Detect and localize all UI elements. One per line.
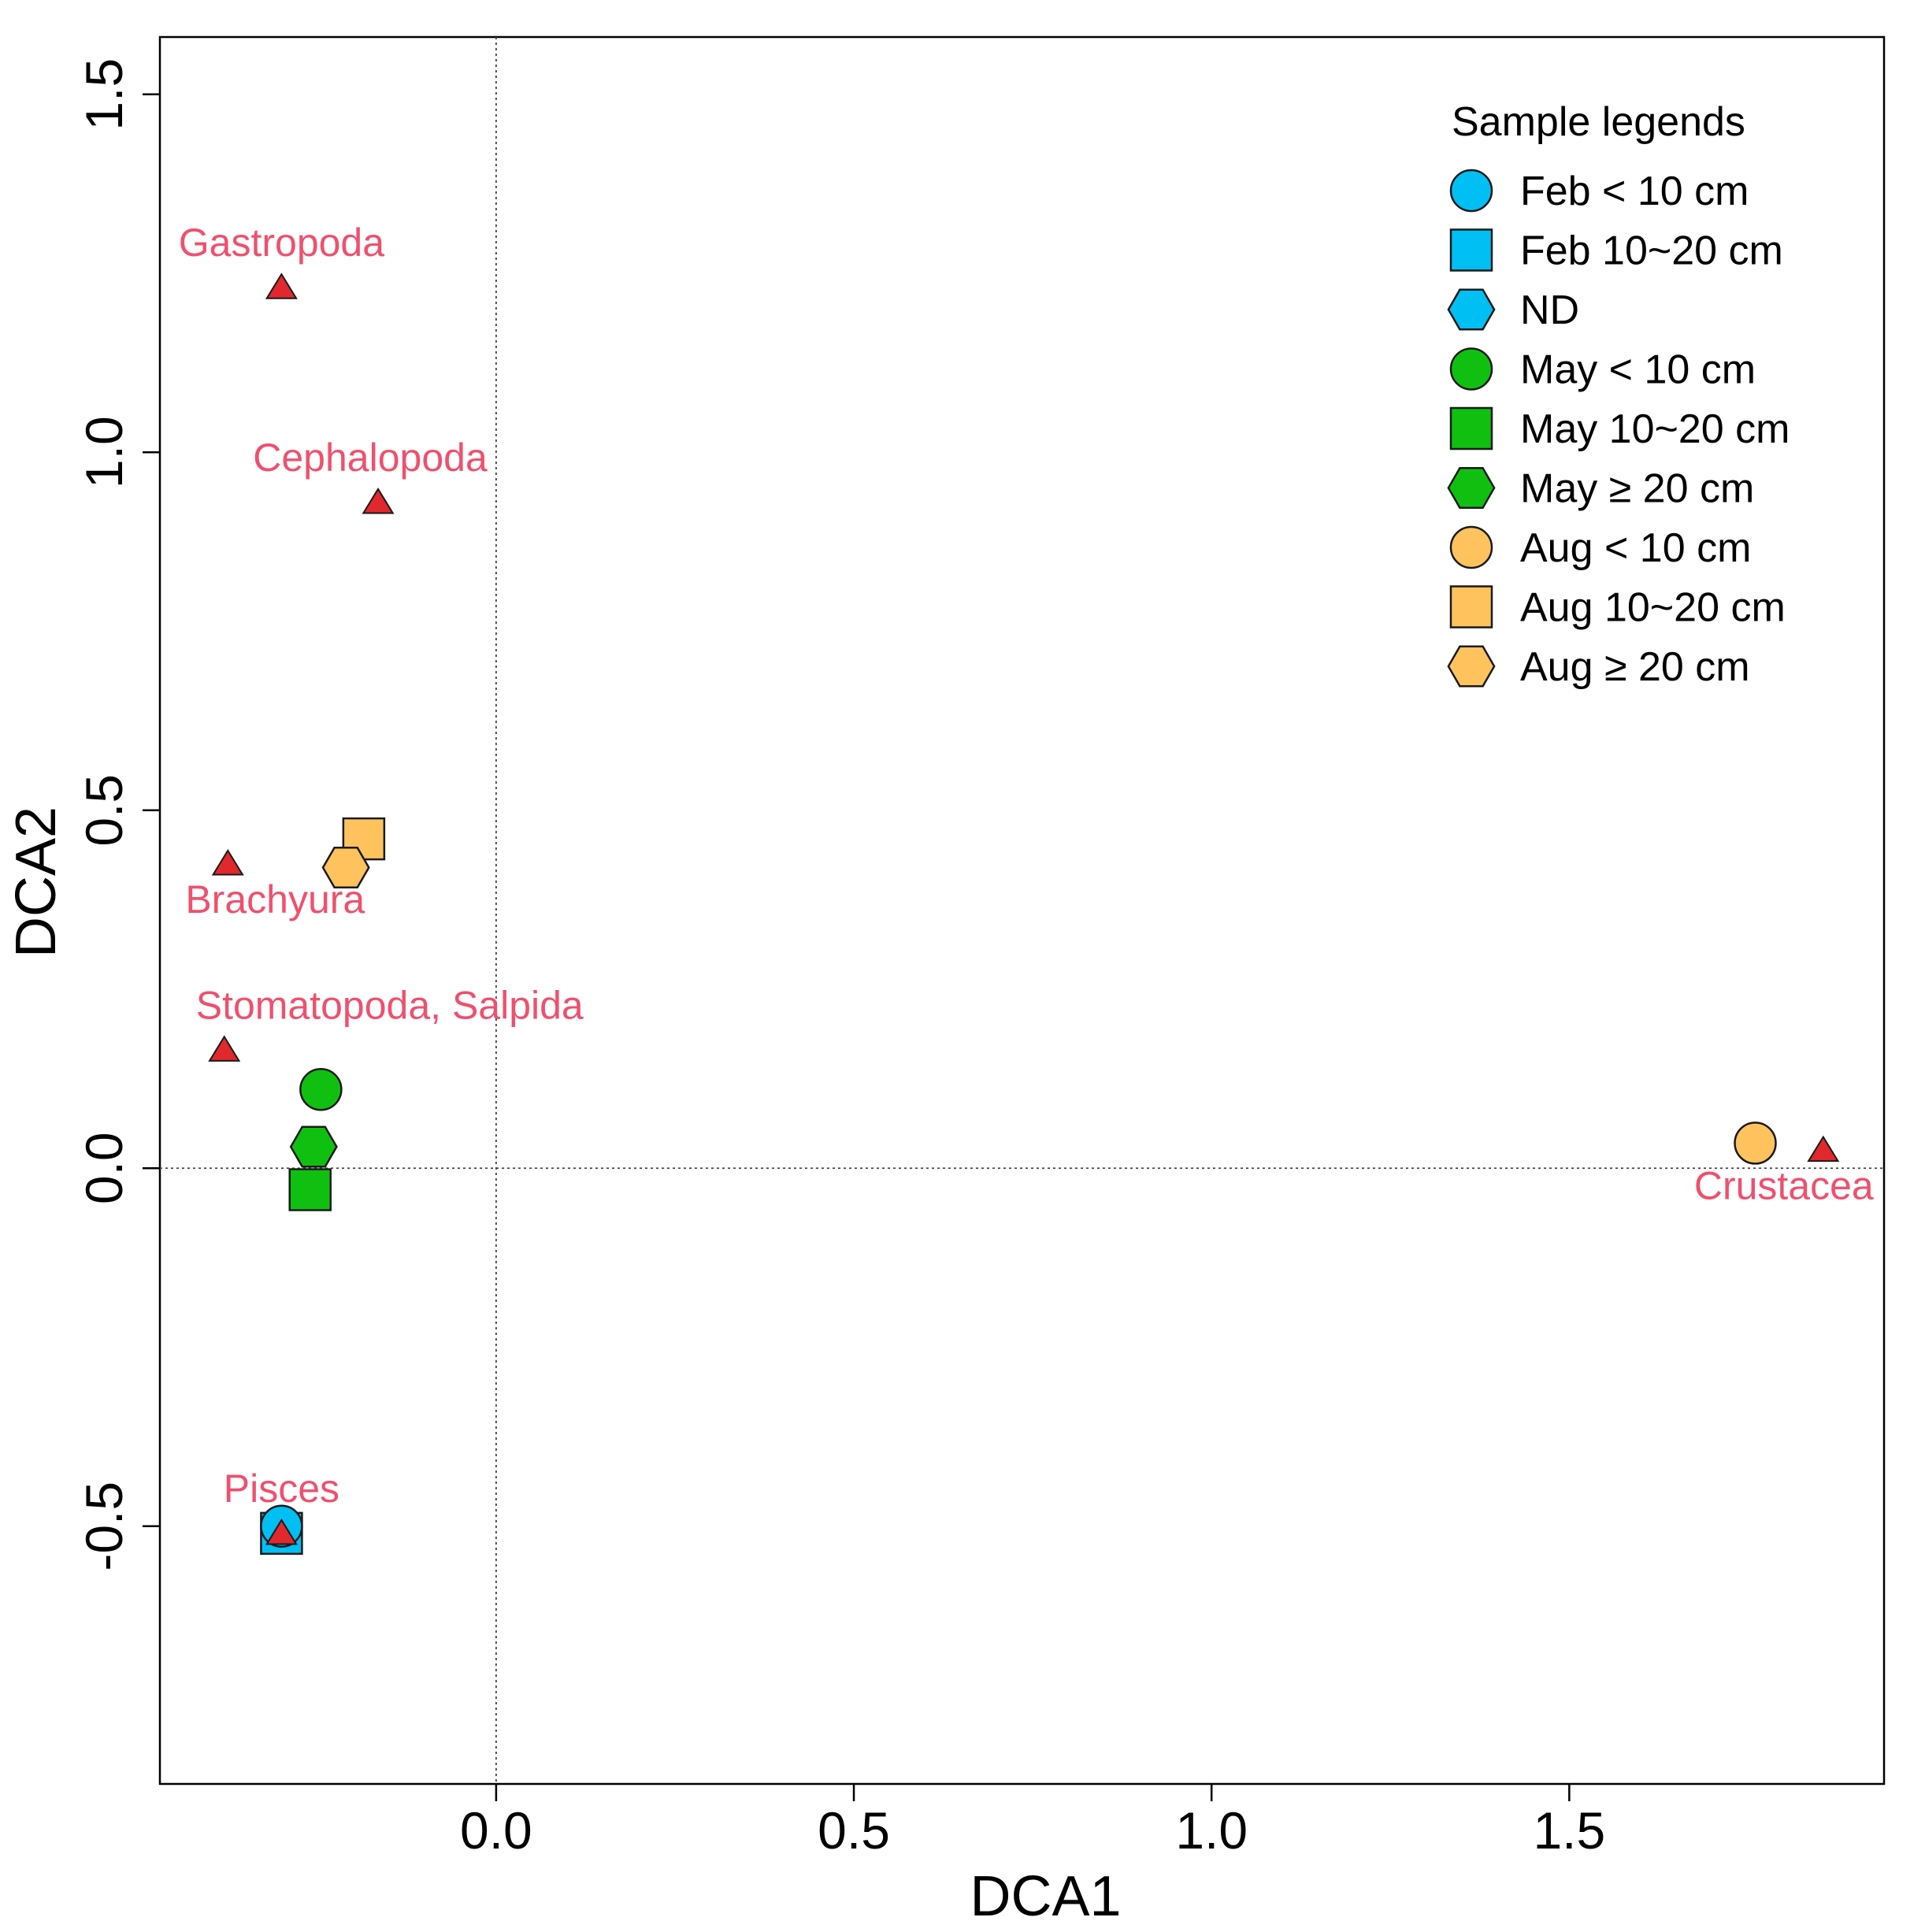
legend-swatch (1447, 467, 1496, 509)
reference-lines (160, 37, 1884, 1784)
legend-swatch (1449, 585, 1493, 629)
taxon-label: Pisces (224, 1467, 339, 1511)
sample-point (321, 846, 370, 888)
legend-label: Aug 10~20 cm (1520, 585, 1786, 631)
legend-swatch (1449, 347, 1493, 391)
sample-point (299, 1068, 343, 1111)
sample-points (260, 817, 1777, 1556)
legend-swatch (1449, 406, 1493, 451)
legend-label: May 10~20 cm (1520, 406, 1790, 452)
x-tick-label: 0.5 (818, 1801, 890, 1860)
taxon-marker (208, 1035, 241, 1062)
sample-point (289, 1125, 338, 1168)
legend-title: Sample legends (1452, 99, 1745, 145)
x-tick-label: 0.0 (460, 1801, 532, 1860)
legend-label: Feb < 10 cm (1520, 169, 1749, 214)
legend-swatch (1449, 525, 1493, 569)
axes-group: 0.0 0.5 1.0 1.5 -0.5 0.0 0.5 1.0 1.5 DCA1 DCA2 (5, 35, 1886, 1928)
y-tick-label: 0.5 (75, 774, 133, 847)
taxon-marker (362, 487, 395, 514)
taxon-marker (211, 848, 244, 876)
y-axis-label: DCA2 (5, 807, 68, 958)
taxon-marker (1807, 1135, 1840, 1163)
legend-swatch (1447, 645, 1496, 688)
taxon-label: Brachyura (185, 877, 365, 922)
y-tick-label: 1.0 (75, 416, 133, 488)
sample-point (1734, 1122, 1777, 1165)
sample-point (288, 1168, 332, 1211)
taxon-label: Cephalopoda (253, 436, 488, 480)
taxon-marker (265, 273, 298, 299)
y-tick-label: 1.5 (75, 58, 133, 131)
taxon-label: Crustacea (1694, 1164, 1874, 1208)
y-tick-label: 0.0 (75, 1132, 133, 1204)
legend-swatch (1449, 169, 1493, 213)
legend: Sample legends Feb < 10 cm Feb 10~20 cm ND M… (1447, 99, 1790, 690)
legend-label: Feb 10~20 cm (1520, 228, 1783, 274)
legend-label: Aug < 10 cm (1520, 525, 1751, 571)
legend-label: Aug ≥ 20 cm (1520, 644, 1750, 690)
legend-label: ND (1520, 287, 1579, 333)
legend-label: May ≥ 20 cm (1520, 466, 1754, 512)
legend-swatch (1449, 228, 1493, 272)
plot-frame (158, 35, 1886, 1786)
taxon-label: Gastropoda (179, 221, 384, 265)
x-axis-label: DCA1 (970, 1865, 1121, 1928)
x-tick-label: 1.0 (1175, 1801, 1248, 1860)
legend-swatch (1447, 288, 1496, 331)
taxa-points: Gastropoda Cephalopoda Brachyura Stomatopod… (179, 221, 1874, 1545)
y-tick-label: -0.5 (75, 1481, 133, 1571)
legend-label: May < 10 cm (1520, 347, 1756, 393)
taxon-marker (265, 1518, 298, 1545)
x-tick-label: 1.5 (1533, 1801, 1605, 1860)
taxon-label: Stomatopoda, Salpida (196, 983, 584, 1027)
